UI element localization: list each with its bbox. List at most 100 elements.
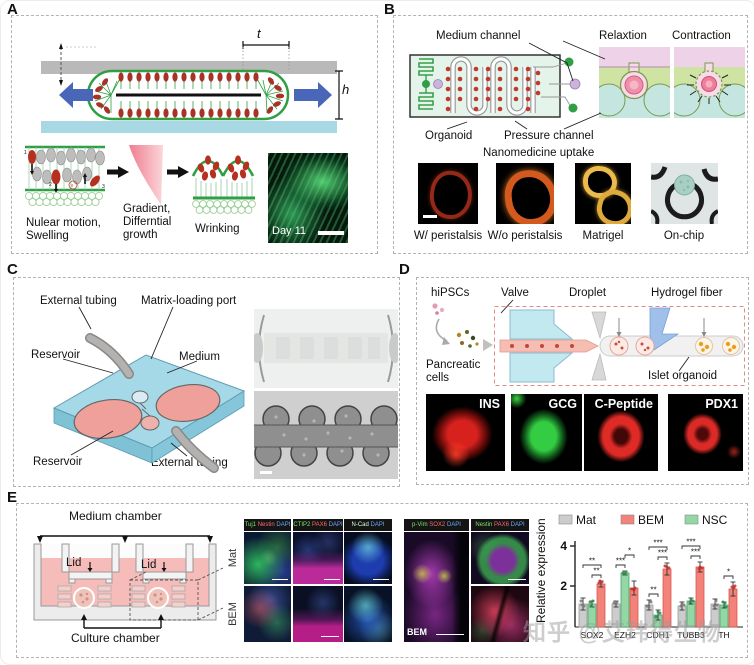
gradient-wedge [129,145,163,205]
svg-text:1: 1 [24,150,27,156]
islet-chip-schematic [494,306,745,386]
svg-text:*: * [727,568,730,577]
panel-d-label: D [399,261,410,278]
svg-text:BEM: BEM [638,513,664,527]
row-label-bem: BEM [227,602,239,626]
panel-d-box [416,277,749,485]
svg-text:*: * [628,547,631,556]
hipscs-label: hiPSCs [431,287,470,299]
reservoir-top-label: Reservoir [31,349,81,361]
contraction-label: Contraction [672,30,731,42]
bem-pvim-image: BEM [404,532,469,642]
svg-text:2: 2 [560,579,567,593]
culture-device-schematic [33,535,224,629]
svg-text:***: *** [691,548,700,557]
header-ncad-dapi: N-Cad DAPI [344,519,392,531]
caption-w-peristalsis: W/ peristalsis [413,230,483,242]
stretch-schematic [41,41,343,133]
mat-tuj1-image [244,532,291,584]
gcg-marker: GCG [548,397,577,411]
wrinkling-schematic [191,155,256,214]
peristalsis-chip-schematic [409,54,581,118]
droplet-label: Droplet [569,287,607,299]
panel-e-box [16,503,748,658]
dim-t-label: t [257,26,261,41]
caption-on-chip: On-chip [663,230,705,242]
svg-text:TH: TH [718,630,729,640]
step1-label: Nulear motion, Swelling [26,217,101,242]
header-ctip2-pax6-dapi: CTIP2 PAX6 DAPI [293,519,343,531]
mat-ctip2-image [293,532,343,584]
svg-text:EZH2: EZH2 [614,630,636,640]
svg-text:***: *** [616,557,625,566]
medium-channel-label: Medium channel [436,30,521,42]
nuclear-motion-schematic: 1 2 3 II [24,145,105,207]
panel-c-label: C [7,261,18,278]
pressure-channel-label: Pressure channel [504,130,594,142]
arrow-right-icon [167,166,189,178]
svg-text:CDH1: CDH1 [646,630,669,640]
matrix-loading-port-label: Matrix-loading port [141,295,237,307]
wo-peristalsis-image [496,163,554,224]
bem-ctip2-image [293,586,343,642]
channel-micrograph-top [254,309,398,388]
gcg-image: GCG [511,394,582,471]
matrigel-image [575,163,631,224]
svg-text:TUBB3: TUBB3 [677,630,705,640]
w-peristalsis-image [418,163,478,224]
hydrogel-fiber-label: Hydrogel fiber [651,287,723,299]
ins-marker: INS [479,397,500,411]
header-pvim-sox2-dapi: p-Vim SOX2 DAPI [404,519,469,531]
reservoir-bottom-label: Reservoir [33,456,83,468]
panel-e-label: E [7,489,18,506]
panel-a-label: A [7,1,18,18]
caption-wo-peristalsis: W/o peristalsis [487,230,563,242]
medium-chamber-label: Medium chamber [69,509,162,523]
svg-text:Relative expression: Relative expression [534,518,548,623]
relaxation-label: Relaxtion [599,30,647,42]
day-label: Day 11 [272,225,307,237]
dim-h-label: h [342,82,350,97]
arrow-right-icon [107,166,129,178]
c-peptide-marker: C-Peptide [594,397,653,411]
islet-organoid-label: Islet organoid [648,370,718,382]
lid2-label: Lid [141,559,157,571]
svg-text:***: *** [653,539,662,548]
lid1-label: Lid [66,557,82,569]
svg-text:**: ** [589,557,595,566]
header-tuj1-nestin-dapi: Tuj1 Nestin DAPI [244,519,291,531]
bem-tuj1-image [244,586,291,642]
panel-b-label: B [384,1,395,18]
c-peptide-image: C-Peptide [584,394,658,471]
row-label-mat: Mat [227,548,239,568]
watermark: 知乎 @艾玮得生物 [523,619,722,645]
external-tubing-top-label: External tubing [40,295,117,307]
pdx1-image: PDX1 [668,394,743,471]
svg-text:Mat: Mat [576,513,597,527]
svg-text:**: ** [593,567,599,576]
step2-label: Gradient, Differntial growth [123,203,172,241]
step3-label: Wrinking [195,223,240,235]
bem-inset-label: BEM [407,627,427,637]
svg-text:3: 3 [102,184,105,190]
day11-fluorescence-image: Day 11 [268,153,348,243]
scale-bar [423,215,437,218]
mat-ncad-image [344,532,392,584]
svg-text:II: II [71,183,74,188]
relative-expression-chart: 2 4 Relative expression Mat BEM NSC SOX2 EZH2 CD… [534,513,743,640]
mat-nestin-pax6-image [471,532,529,584]
villi-micrograph-bottom [254,391,398,479]
bem-ncad-image [344,586,392,642]
caption-matrigel: Matrigel [582,230,624,242]
bem-nestin-pax6-image [471,586,529,642]
relaxation-cross-section [599,47,670,118]
panel-c-box [13,277,400,487]
svg-text:NSC: NSC [702,513,728,527]
chip-3d-schematic [52,333,246,473]
organoid-label: Organoid [425,130,473,142]
on-chip-image [651,163,718,224]
panel-a-box [11,15,378,254]
contraction-cross-section [674,47,745,118]
panel-b-box [393,15,748,254]
